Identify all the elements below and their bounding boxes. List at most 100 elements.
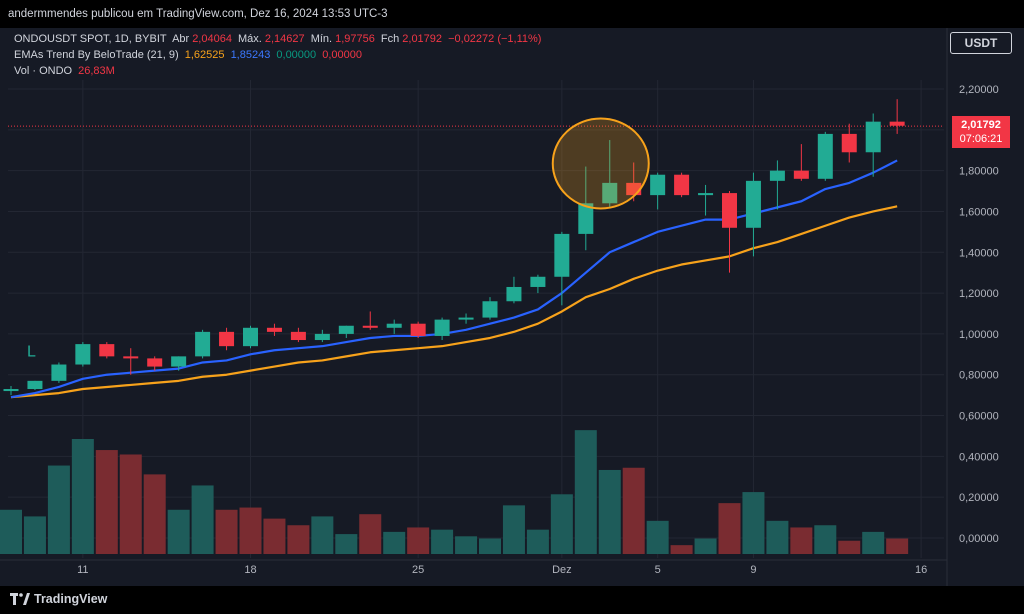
y-axis-tick-label: 0,40000 (959, 451, 999, 463)
ema-value-2: 1,85243 (230, 49, 271, 61)
x-axis-tick-label: 25 (412, 564, 424, 576)
candle-body (338, 325, 354, 334)
publish-header: andermmendes publicou em TradingView.com… (0, 0, 1024, 28)
symbol-name[interactable]: ONDOUSDT SPOT, 1D, BYBIT (14, 33, 167, 45)
y-axis-tick-label: 1,80000 (959, 166, 999, 178)
volume-title[interactable]: Vol · ONDO (14, 65, 73, 77)
high-label: Máx. (238, 33, 262, 45)
candle-body (793, 170, 809, 179)
candle-body (266, 327, 282, 332)
candle-body (99, 344, 115, 357)
highlight-circle (551, 117, 650, 210)
volume-bar (311, 516, 334, 554)
open-label: Abr (172, 33, 190, 45)
candle-body (147, 358, 163, 367)
candle-body (602, 182, 618, 204)
candle-body (75, 344, 91, 365)
chart-canvas[interactable]: 2,200002,000001,800001,600001,400001,200… (0, 28, 1024, 586)
candle-body (698, 193, 714, 196)
close-value: 2,01792 (402, 33, 443, 45)
y-axis-tick-label: 0,60000 (959, 411, 999, 423)
footer-bar (0, 586, 1024, 614)
tradingview-logo[interactable]: TradingView (10, 592, 107, 606)
volume-bar (215, 509, 238, 554)
currency-button[interactable]: USDT (950, 32, 1012, 54)
volume-bar (502, 505, 525, 554)
candle-body (482, 301, 498, 318)
candle-body (51, 364, 67, 381)
volume-legend: Vol · ONDO 26,83M (14, 65, 118, 77)
volume-bar (47, 465, 70, 554)
volume-bar (718, 503, 741, 554)
candle-body (841, 133, 857, 153)
tradingview-logo-icon (10, 593, 30, 605)
candle-body (506, 286, 522, 302)
volume-bar (526, 529, 549, 554)
volume-bar (790, 527, 813, 554)
candle-body (889, 121, 905, 126)
candle-body (865, 121, 881, 153)
candle-body (123, 356, 139, 359)
candle-body (195, 331, 211, 357)
volume-bar (23, 516, 46, 554)
volume-bar (574, 430, 597, 554)
x-axis-tick-label: Dez (552, 564, 572, 576)
y-axis-tick-label: 2,20000 (959, 84, 999, 96)
volume-bar (71, 439, 94, 554)
candle-body (817, 133, 833, 179)
y-axis-tick-label: 1,00000 (959, 329, 999, 341)
volume-bar (670, 545, 693, 554)
low-value: 1,97756 (335, 33, 375, 45)
x-axis-tick-label: 18 (244, 564, 256, 576)
volume-bar (119, 454, 142, 554)
y-axis-tick-label: 0,20000 (959, 492, 999, 504)
candle-countdown: 07:06:21 (959, 133, 1003, 145)
pivot-low-marker: L (27, 343, 36, 360)
candle-body (27, 380, 43, 390)
volume-bar (838, 540, 861, 554)
low-label: Mín. (310, 33, 333, 45)
ema-slow-line (10, 205, 898, 399)
x-axis-tick-label: 5 (655, 564, 661, 576)
x-axis-tick-label: 11 (77, 564, 88, 576)
change-value: −0,02272 (−1,11%) (448, 33, 542, 45)
volume-bar (550, 494, 573, 554)
high-value: 2,14627 (264, 33, 305, 45)
volume-bar (455, 536, 478, 554)
candle-body (769, 170, 785, 181)
candle-body (674, 174, 690, 196)
volume-bar (95, 450, 118, 554)
volume-bar (814, 525, 837, 554)
volume-bar (886, 538, 909, 554)
x-axis-tick-label: 16 (915, 564, 927, 576)
volume-bar (862, 531, 885, 554)
volume-value: 26,83M (78, 65, 115, 77)
candle-body (171, 356, 187, 367)
y-axis-tick-label: 0,80000 (959, 370, 999, 382)
candle-body (554, 233, 570, 277)
ema-value-4: 0,00000 (322, 49, 362, 61)
candle-body (314, 333, 330, 341)
volume-bar (0, 509, 22, 554)
candle-body (722, 193, 737, 228)
volume-bar (287, 525, 310, 554)
volume-bar (766, 520, 789, 554)
y-axis-tick-label: 1,40000 (959, 247, 999, 259)
close-label: Fch (380, 33, 400, 45)
ema-fast-line (10, 159, 898, 399)
ema-title[interactable]: EMAs Trend By BeloTrade (21, 9) (14, 49, 179, 61)
publish-text: andermmendes publicou em TradingView.com… (8, 8, 388, 20)
volume-bar (167, 509, 190, 554)
volume-bar (598, 469, 621, 554)
ema-value-1: 1,62525 (184, 49, 225, 61)
volume-bar (646, 520, 669, 554)
last-price-value: 2,01792 (961, 119, 1001, 131)
candle-body (650, 174, 666, 196)
candle-body (386, 323, 402, 328)
candle-body (578, 203, 594, 234)
candle-body (219, 331, 235, 347)
last-price-tag: 2,01792 07:06:21 (952, 116, 1010, 148)
ema-legend: EMAs Trend By BeloTrade (21, 9) 1,62525 … (14, 49, 365, 61)
ema-value-3: 0,00000 (276, 49, 317, 61)
